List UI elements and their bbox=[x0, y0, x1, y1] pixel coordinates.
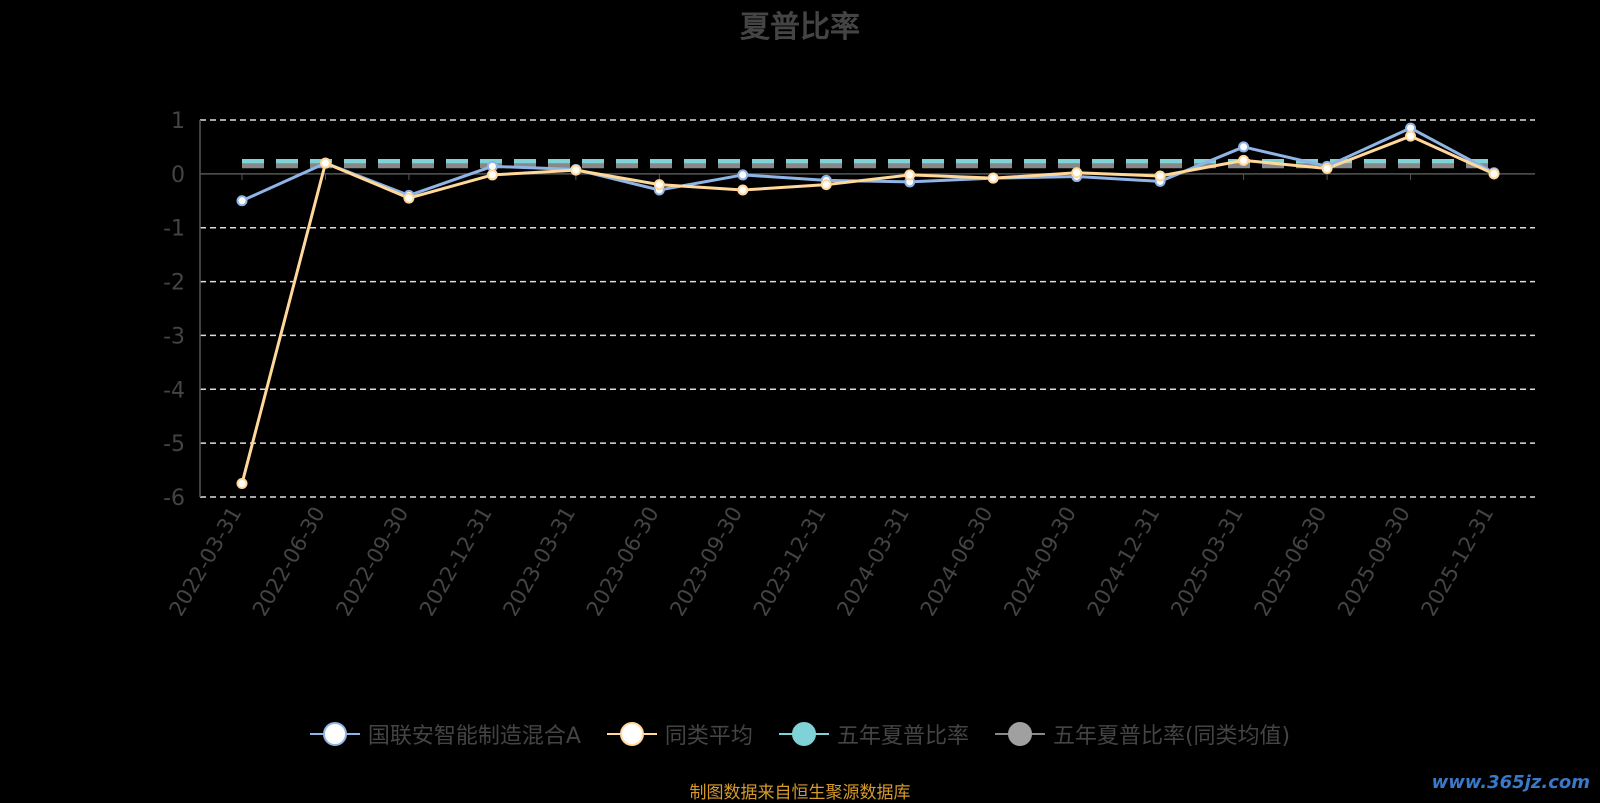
peer-average-series-line bbox=[240, 134, 1495, 484]
peer-average-data-point bbox=[653, 179, 665, 191]
x-tick-label: 2023-06-30 bbox=[582, 503, 664, 621]
fund-data-point bbox=[737, 169, 749, 181]
legend-fund-label: 国联安智能制造混合A bbox=[367, 724, 581, 749]
peer-average-data-point bbox=[820, 179, 832, 191]
peer-average-data-point bbox=[570, 164, 582, 176]
legend-peer-average-label: 同类平均 bbox=[664, 724, 753, 749]
peer-average-data-point bbox=[403, 192, 415, 204]
y-tick-label: 1 bbox=[171, 109, 185, 134]
peer-average-data-point bbox=[1321, 162, 1333, 174]
y-tick-label: -6 bbox=[163, 486, 185, 511]
watermark: www.365jz.com bbox=[1431, 772, 1590, 793]
x-tick-label: 2024-09-30 bbox=[999, 503, 1081, 621]
y-tick-label: -2 bbox=[163, 271, 185, 296]
y-tick-label: 0 bbox=[171, 163, 185, 188]
peer-average-data-point bbox=[1405, 130, 1417, 142]
legend-item-five-year-sharpe[interactable]: 五年夏普比率 bbox=[778, 718, 969, 750]
x-tick-label: 2022-12-31 bbox=[415, 503, 497, 621]
legend-item-fund[interactable]: 国联安智能制造混合A bbox=[309, 718, 581, 750]
peer-average-data-point bbox=[987, 172, 999, 184]
y-tick-label: -3 bbox=[163, 324, 185, 349]
peer-average-data-point bbox=[486, 169, 498, 181]
y-tick-label: -1 bbox=[163, 217, 185, 242]
y-tick-label: -5 bbox=[163, 432, 185, 457]
legend-item-five-year-sharpe-peer[interactable]: 五年夏普比率(同类均值) bbox=[994, 718, 1291, 750]
legend-fund-marker-icon bbox=[309, 721, 360, 747]
legend-peer-average-marker-icon bbox=[606, 721, 657, 747]
x-tick-label: 2024-12-31 bbox=[1083, 503, 1165, 621]
peer-average-data-point bbox=[1071, 167, 1083, 179]
fund-data-point bbox=[236, 195, 248, 207]
x-tick-label: 2023-03-31 bbox=[498, 503, 580, 621]
legend-item-peer-average[interactable]: 同类平均 bbox=[606, 718, 753, 750]
peer-average-data-point bbox=[236, 478, 248, 490]
x-tick-label: 2023-12-31 bbox=[749, 503, 831, 621]
x-tick-label: 2022-03-31 bbox=[165, 503, 247, 621]
legend-five-year-sharpe-label: 五年夏普比率 bbox=[836, 724, 969, 749]
legend-five-year-sharpe-peer-label: 五年夏普比率(同类均值) bbox=[1052, 724, 1291, 749]
x-tick-label: 2025-09-30 bbox=[1333, 503, 1415, 621]
source-note: 制图数据来自恒生聚源数据库 bbox=[689, 783, 911, 803]
x-tick-label: 2024-03-31 bbox=[832, 503, 914, 621]
peer-average-data-point bbox=[1488, 168, 1500, 180]
legend-five-year-sharpe-marker-icon bbox=[778, 721, 829, 747]
x-tick-label: 2025-06-30 bbox=[1250, 503, 1332, 621]
peer-average-data-point bbox=[737, 184, 749, 196]
x-tick-label: 2024-06-30 bbox=[916, 502, 998, 620]
x-tick-label: 2025-03-31 bbox=[1166, 503, 1248, 621]
peer-average-data-point bbox=[1238, 154, 1250, 166]
fund-data-point bbox=[1238, 141, 1250, 153]
peer-average-data-point bbox=[1154, 170, 1166, 182]
x-tick-label: 2022-06-30 bbox=[248, 503, 330, 621]
x-tick-label: 2023-09-30 bbox=[665, 503, 747, 621]
chart-title: 夏普比率 bbox=[740, 10, 860, 45]
x-tick-label: 2022-09-30 bbox=[331, 503, 413, 621]
peer-average-data-point bbox=[904, 169, 916, 181]
legend-five-year-sharpe-peer-marker-icon bbox=[994, 721, 1045, 747]
x-tick-label: 2025-12-31 bbox=[1417, 503, 1499, 621]
peer-average-data-point bbox=[319, 157, 331, 169]
chart-legend: 国联安智能制造混合A 同类平均 五年夏普比率 五年夏普比率(同类均值) bbox=[0, 718, 1600, 750]
y-tick-label: -4 bbox=[163, 378, 185, 403]
